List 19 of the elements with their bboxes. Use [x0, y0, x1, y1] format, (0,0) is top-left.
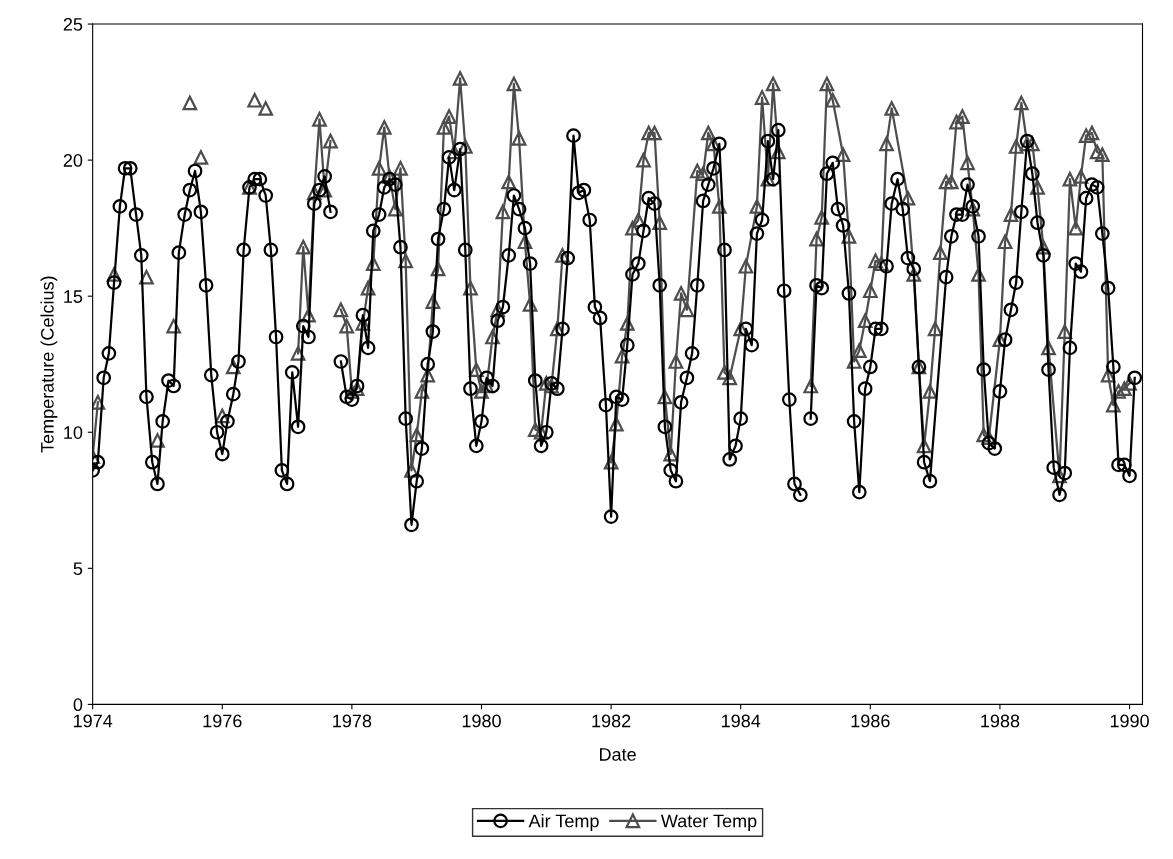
x-tick-label: 1982 [592, 714, 631, 728]
x-tick-label: 1984 [722, 714, 761, 728]
x-tick-label: 1990 [1110, 714, 1149, 728]
x-tick-label: 1980 [462, 714, 501, 728]
x-axis-title: Date [600, 748, 636, 761]
y-tick-label: 25 [63, 17, 83, 31]
x-tick-label: 1976 [203, 714, 242, 728]
y-tick-label: 0 [73, 698, 83, 712]
y-tick-label: 10 [64, 426, 83, 439]
y-tick-label: 5 [73, 562, 83, 576]
legend-label: Water Temp [660, 814, 757, 831]
x-tick-label: 1988 [981, 714, 1020, 728]
x-tick-label: 1978 [333, 714, 372, 728]
x-tick-label: 1986 [851, 714, 890, 728]
y-tick-label: 20 [63, 154, 83, 167]
x-tick-label: 1974 [73, 714, 113, 728]
y-tick-label: 15 [64, 290, 83, 303]
y-axis-title: Temperature (Celcius) [40, 276, 58, 453]
legend-label: Air Temp [528, 814, 599, 831]
